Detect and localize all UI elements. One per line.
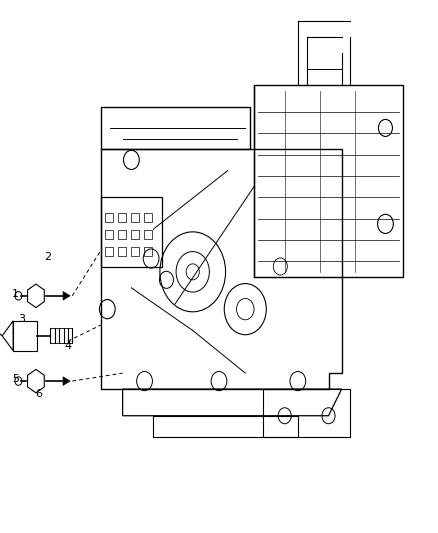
Text: 5: 5 — [12, 375, 19, 384]
Text: 1: 1 — [12, 289, 19, 299]
Text: 3: 3 — [18, 314, 25, 324]
Text: 6: 6 — [35, 390, 42, 399]
Text: 2: 2 — [44, 252, 51, 262]
Polygon shape — [63, 377, 70, 385]
Polygon shape — [63, 292, 70, 300]
Text: 4: 4 — [64, 342, 71, 351]
